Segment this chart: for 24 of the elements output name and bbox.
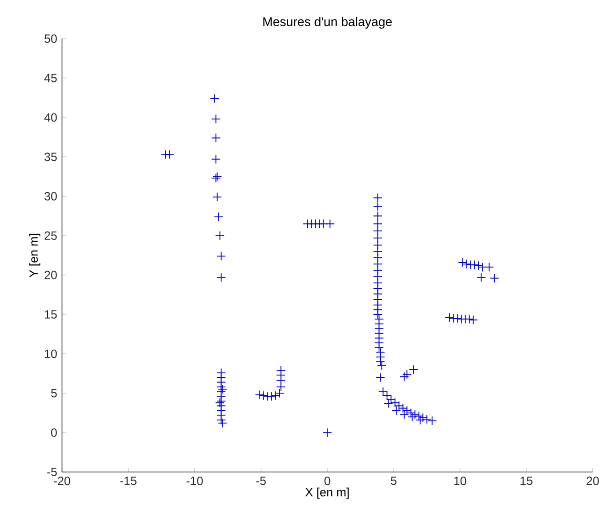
y-tick-label: -5	[47, 468, 57, 476]
y-tick-label: 0	[51, 428, 57, 437]
y-tick-label: 15	[44, 310, 57, 319]
x-tick-label: -10	[186, 476, 203, 486]
x-axis-title: X [en m]	[305, 488, 349, 499]
x-tick-label: 5	[390, 476, 396, 486]
x-tick-label: 10	[454, 476, 466, 486]
x-tick-label: 0	[324, 476, 330, 486]
y-tick-label: 20	[44, 270, 57, 280]
y-tick-label: 35	[44, 152, 57, 162]
x-tick-label: 20	[586, 476, 599, 486]
x-tick-label: -5	[256, 476, 266, 486]
y-tick-label: 5	[51, 389, 57, 398]
y-axis-title: Y [en m]	[29, 234, 40, 278]
y-tick-label: 40	[44, 113, 57, 122]
y-tick-label: 25	[44, 231, 57, 240]
y-tick-label: 50	[44, 34, 57, 43]
y-tick-label: 45	[44, 74, 57, 82]
x-tick-label: 15	[520, 476, 532, 486]
y-tick-label: 10	[44, 350, 57, 358]
y-tick-label: 30	[44, 192, 57, 200]
x-tick-label: -15	[120, 476, 136, 486]
chart-title: Mesures d'un balayage	[263, 16, 392, 29]
x-tick-label: -20	[54, 476, 70, 486]
